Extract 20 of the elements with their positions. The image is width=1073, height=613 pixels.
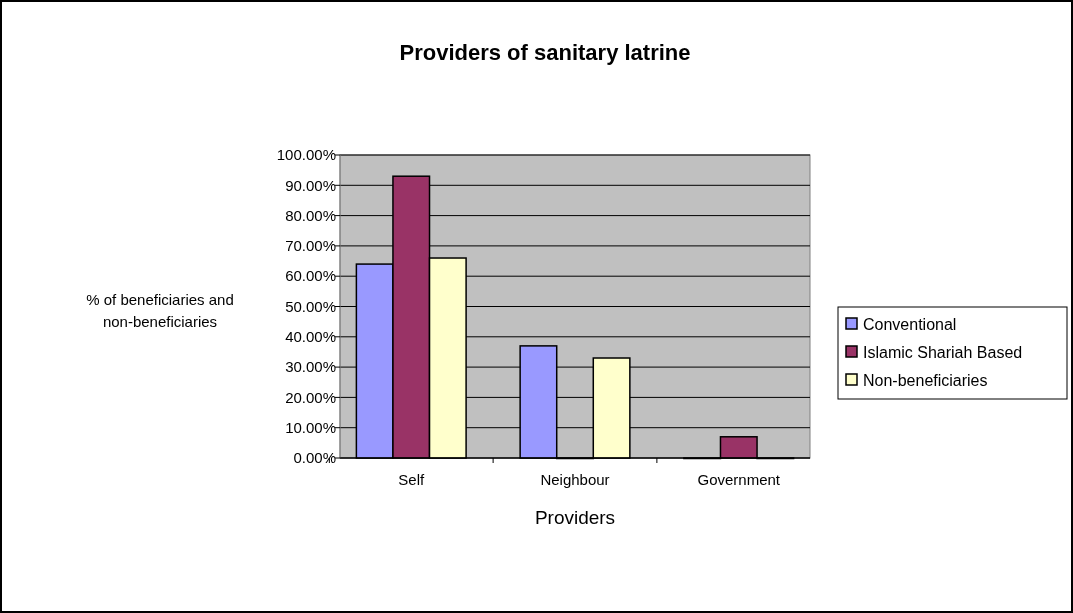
legend-label: Islamic Shariah Based xyxy=(863,343,1023,361)
y-tick-label: 70.00% xyxy=(285,237,336,255)
y-tick-label: 30.00% xyxy=(285,358,336,376)
x-tick-label: Self xyxy=(398,471,425,488)
y-tick-label: 20.00% xyxy=(285,388,336,406)
y-tick-label: 40.00% xyxy=(285,328,336,346)
legend-label: Conventional xyxy=(863,315,957,333)
legend-label: Non-beneficiaries xyxy=(863,371,988,389)
x-tick-label: Neighbour xyxy=(540,471,610,488)
y-tick-label: 100.00% xyxy=(276,146,336,164)
y-tick-label: 0.00% xyxy=(293,449,336,467)
y-tick-label: 50.00% xyxy=(285,297,336,315)
y-tick-label: 80.00% xyxy=(285,206,336,224)
y-axis-title: % of beneficiaries and non-beneficiaries xyxy=(86,291,234,330)
chart-title: Providers of sanitary latrine xyxy=(399,40,691,65)
y-tick-label: 90.00% xyxy=(285,176,336,194)
x-axis-title: Providers xyxy=(534,507,616,528)
y-tick-label: 10.00% xyxy=(285,418,336,436)
x-tick-label: Government xyxy=(697,471,781,488)
y-tick-label: 60.00% xyxy=(285,267,336,285)
